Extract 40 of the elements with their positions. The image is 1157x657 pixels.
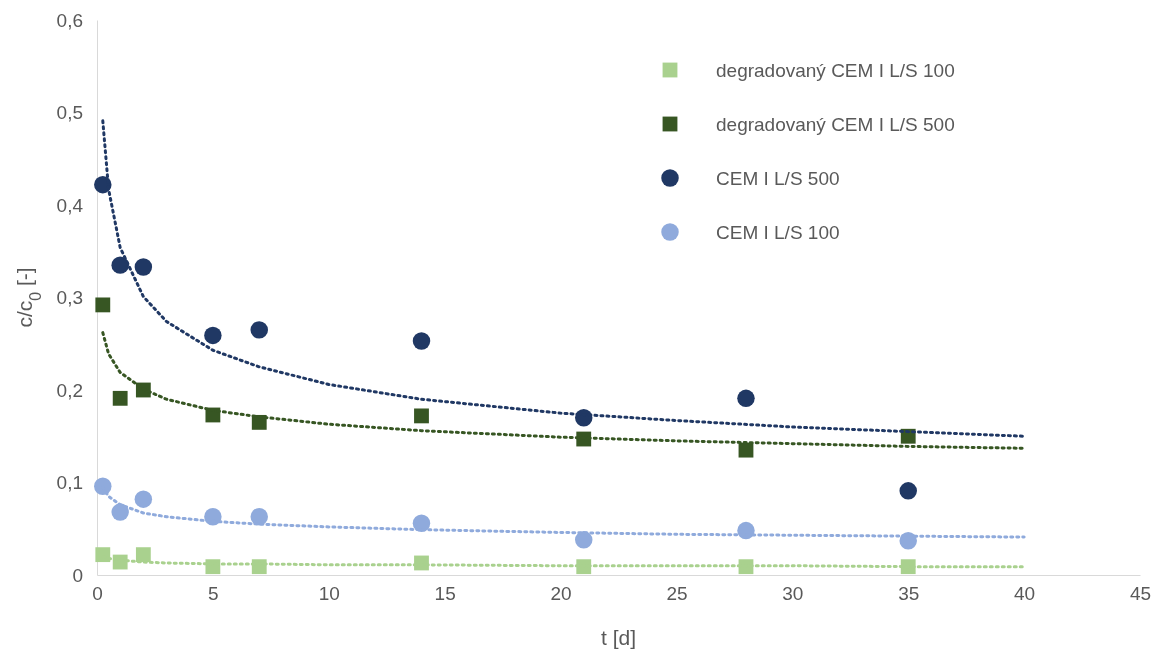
point (95, 297, 111, 313)
y-tick-label: 0,5 (56, 102, 83, 124)
point (414, 408, 429, 424)
x-tick-label: 5 (208, 583, 219, 605)
y-tick-label: 0,4 (56, 194, 84, 216)
point (574, 531, 593, 549)
y-tick-label: 0,6 (56, 9, 83, 31)
point (134, 490, 153, 508)
x-tick-label: 10 (318, 583, 340, 605)
point (112, 390, 128, 406)
point (412, 332, 431, 350)
point (94, 477, 112, 495)
legend-label: CEM I L/S 100 (716, 221, 840, 243)
x-tick-label: 45 (1129, 583, 1152, 605)
point (250, 321, 268, 339)
legend-label: degradovaný CEM I L/S 500 (716, 113, 955, 135)
point (95, 547, 111, 563)
x-tick-label: 25 (666, 583, 688, 605)
point (250, 508, 268, 526)
point (111, 256, 129, 274)
point (111, 503, 129, 521)
y-tick-label: 0,3 (56, 287, 83, 309)
x-tick-label: 30 (782, 583, 804, 605)
x-tick-label: 15 (434, 583, 456, 605)
x-tick-label: 20 (550, 583, 572, 605)
point (738, 442, 754, 458)
y-tick-label: 0 (72, 564, 83, 586)
y-tick-label: 0,2 (56, 379, 83, 401)
x-tick-label: 0 (92, 583, 103, 605)
point (134, 258, 153, 276)
legend-label: CEM I L/S 500 (716, 167, 840, 189)
point (135, 547, 151, 563)
x-axis-title: t [d] (600, 626, 637, 649)
point (737, 389, 755, 408)
x-tick-label: 40 (1014, 583, 1036, 605)
point (899, 482, 917, 500)
y-tick-label: 0,1 (56, 472, 83, 494)
x-tick-label: 35 (898, 583, 920, 605)
legend-label: degradovaný CEM I L/S 100 (716, 59, 955, 81)
point (204, 326, 222, 345)
